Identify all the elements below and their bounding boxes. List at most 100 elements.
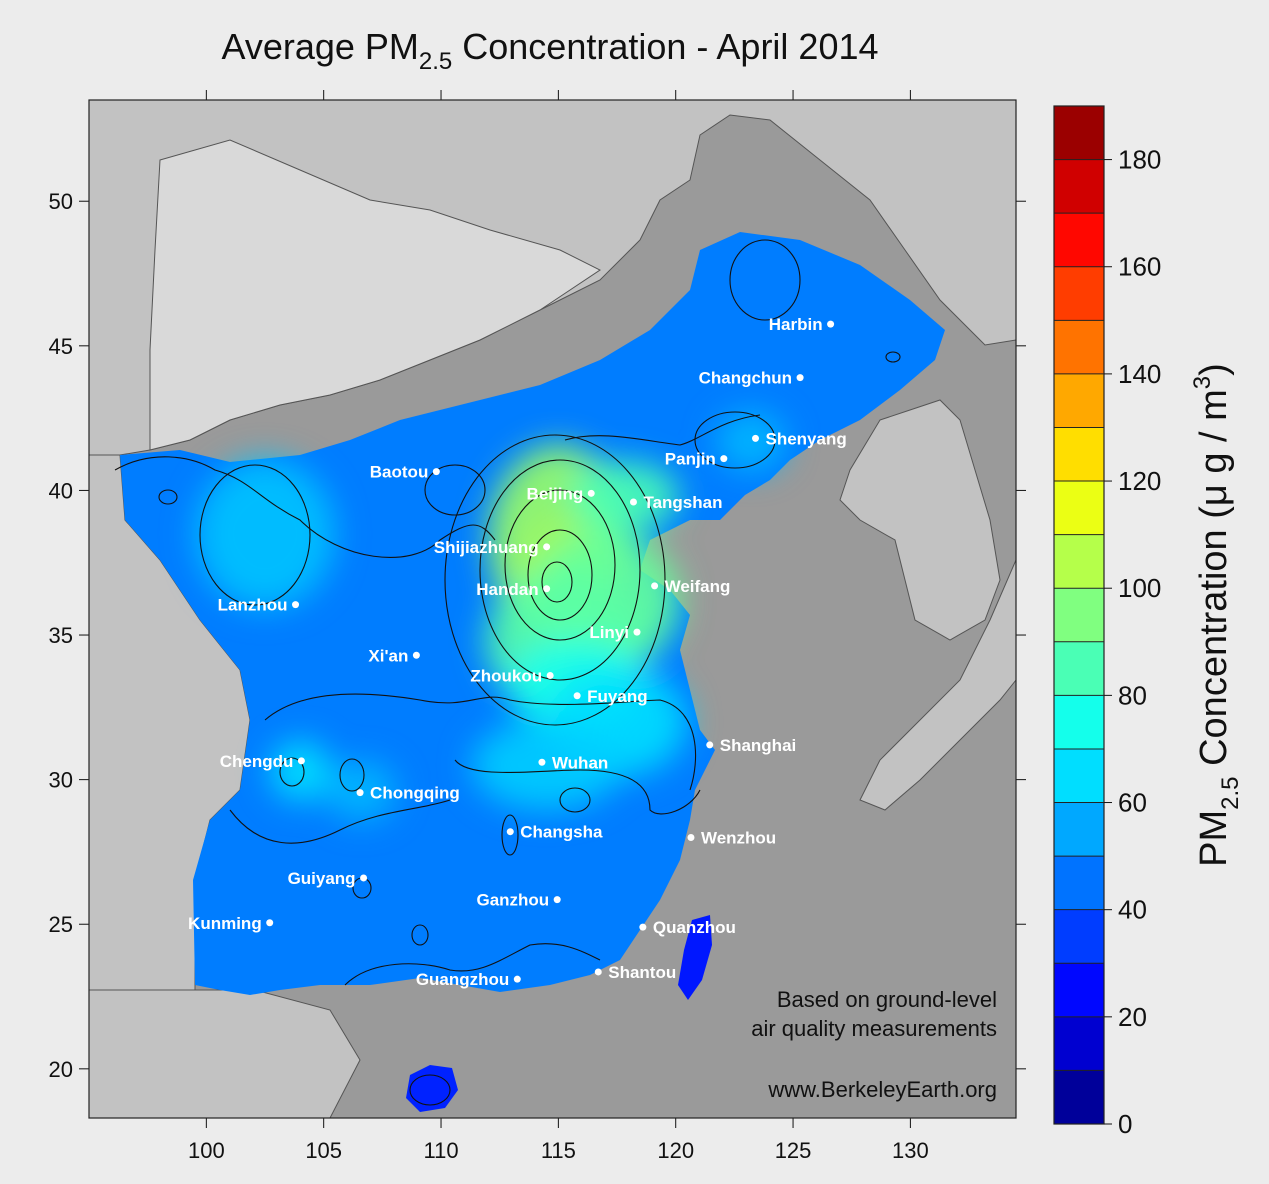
colorbar-title-prefix: PM xyxy=(1193,810,1235,867)
y-tick-label: 35 xyxy=(49,623,73,648)
colorbar-tick-label: 40 xyxy=(1118,895,1147,925)
colorbar-band xyxy=(1054,534,1104,589)
contour-line xyxy=(694,411,776,469)
contour-line xyxy=(158,489,178,505)
colorbar-frame xyxy=(1053,105,1105,1125)
city-dot xyxy=(543,585,551,593)
city-label: Harbin xyxy=(769,315,823,334)
colorbar-band xyxy=(1054,695,1104,749)
contour-line xyxy=(279,757,305,787)
colorbar-tick-label: 140 xyxy=(1118,359,1161,389)
y-tick-label: 25 xyxy=(49,912,73,937)
colorbar-tick-label: 60 xyxy=(1118,788,1147,818)
x-tick-label: 115 xyxy=(541,1138,576,1163)
city-dot xyxy=(594,968,602,976)
city-dot xyxy=(633,628,641,636)
x-tick-label: 105 xyxy=(305,1138,342,1163)
city-dot xyxy=(687,833,695,841)
city-label: Changsha xyxy=(520,823,603,842)
y-tick-label: 30 xyxy=(49,768,73,793)
city-dot xyxy=(573,692,581,700)
credit-line-2: air quality measurements xyxy=(751,1016,997,1041)
y-tick-label: 20 xyxy=(49,1057,73,1082)
city-label: Wuhan xyxy=(552,753,608,772)
colorbar-band xyxy=(1054,963,1104,1017)
contour-line xyxy=(559,787,591,813)
contour-line xyxy=(479,459,641,681)
city-dot xyxy=(587,489,595,497)
contour-line xyxy=(885,351,901,363)
city-dot xyxy=(432,468,440,476)
taiwan-island xyxy=(678,915,712,1000)
colorbar-title: PM2.5 Concentration (μ g / m3) xyxy=(1189,363,1244,867)
colorbar-band xyxy=(1054,909,1104,964)
city-label: Fuyang xyxy=(587,687,647,706)
japan-islands xyxy=(859,559,1016,811)
city-dot xyxy=(266,919,274,927)
city-label: Changchun xyxy=(699,369,793,388)
colorbar-band xyxy=(1054,320,1104,374)
x-tick-label: 110 xyxy=(423,1138,458,1163)
city-label: Chongqing xyxy=(370,784,460,803)
x-tick-label: 125 xyxy=(775,1138,812,1163)
city-dot xyxy=(629,498,637,506)
city-label: Lanzhou xyxy=(218,596,288,615)
colorbar-band xyxy=(1054,481,1104,535)
pollution-hotspot xyxy=(471,720,622,811)
city-label: Chengdu xyxy=(220,752,294,771)
city-label: Kunming xyxy=(188,914,262,933)
city-label: Shijiazhuang xyxy=(434,538,539,557)
city-dot xyxy=(297,757,305,765)
pollution-hotspot xyxy=(270,740,331,801)
x-tick-label: 120 xyxy=(657,1138,694,1163)
city-dot xyxy=(720,455,728,463)
city-dot xyxy=(412,651,420,659)
colorbar-band xyxy=(1054,641,1104,696)
city-label: Ganzhou xyxy=(476,891,549,910)
city-label: Guiyang xyxy=(288,869,356,888)
y-tick-label: 50 xyxy=(49,189,73,214)
city-dot xyxy=(543,543,551,551)
city-dot xyxy=(513,975,521,983)
city-label: Shantou xyxy=(608,963,676,982)
colorbar-band xyxy=(1054,159,1104,214)
city-dot xyxy=(356,789,364,797)
city-label: Quanzhou xyxy=(653,918,736,937)
city-dot xyxy=(639,923,647,931)
colorbar-band xyxy=(1054,588,1104,642)
city-label: Shenyang xyxy=(766,429,847,448)
colorbar-band xyxy=(1054,1070,1104,1124)
pollution-hotspot xyxy=(195,458,336,609)
contour-line xyxy=(729,239,801,321)
city-label: Weifang xyxy=(665,577,731,596)
contour-lines xyxy=(114,239,901,1106)
colorbar-tick-label: 160 xyxy=(1118,252,1161,282)
city-label: Wenzhou xyxy=(701,828,776,847)
credit-line-1: Based on ground-level xyxy=(777,987,997,1012)
city-dot xyxy=(651,582,659,590)
x-tick-label: 100 xyxy=(188,1138,225,1163)
contour-line xyxy=(504,489,616,641)
colorbar-band xyxy=(1054,213,1104,267)
city-dot xyxy=(546,672,554,680)
title-prefix: Average PM xyxy=(221,26,419,67)
y-tick-label: 45 xyxy=(49,334,73,359)
colorbar-band xyxy=(1054,266,1104,321)
colorbar-tick-label: 100 xyxy=(1118,573,1161,603)
pollution-hotspot xyxy=(569,461,680,532)
contour-line xyxy=(444,434,666,726)
colorbar-band xyxy=(1054,1016,1104,1071)
city-markers: Harbin Changchun Shenyang Panjin Baotou Beiji… xyxy=(188,315,847,989)
city-label: Xi'an xyxy=(368,646,408,665)
colorbar-tick-label: 20 xyxy=(1118,1002,1147,1032)
title-suffix: Concentration - April 2014 xyxy=(452,26,879,67)
colorbar-band xyxy=(1054,106,1104,160)
mongolia-landmass xyxy=(149,139,601,451)
colorbar-title-subscript: 2.5 xyxy=(1217,776,1244,809)
city-label: Linyi xyxy=(589,623,629,642)
contour-line xyxy=(454,759,701,815)
map-title: Average PM2.5 Concentration - April 2014 xyxy=(0,26,1100,76)
x-tick-label: 130 xyxy=(892,1138,929,1163)
korean-peninsula xyxy=(839,399,1001,641)
